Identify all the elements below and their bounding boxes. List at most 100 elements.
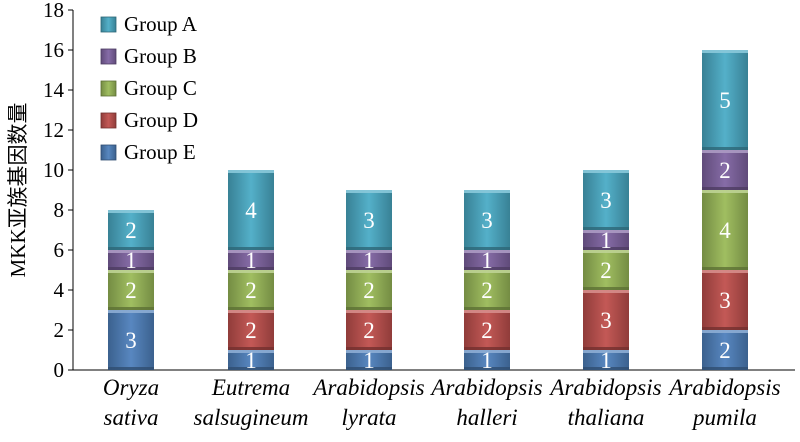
- bar-segment-body: [228, 270, 274, 310]
- bar-value-label: 2: [363, 318, 375, 343]
- bar-segment-group-e: 3: [108, 310, 154, 370]
- x-tick-label-line: Arabidopsis: [429, 375, 542, 400]
- x-tick-label-line: Oryza: [103, 375, 159, 400]
- bar-segment-top-bevel: [346, 250, 392, 253]
- bar-segment-top-bevel: [464, 190, 510, 193]
- bar-segment-body: [228, 250, 274, 270]
- bar-segment-top-bevel: [108, 310, 154, 313]
- bar-segment-bottom-bevel: [228, 267, 274, 270]
- bar-value-label: 3: [719, 288, 731, 313]
- bar-segment-group-b: 2: [702, 150, 748, 190]
- bar-value-label: 3: [363, 208, 375, 233]
- x-tick-label: Arabidopsis halleri: [429, 375, 542, 430]
- x-tick-label-line: sativa: [104, 405, 159, 430]
- legend-label: Group E: [124, 140, 196, 164]
- bar-segment-bottom-bevel: [228, 367, 274, 370]
- bar-segment-group-a: 2: [108, 210, 154, 250]
- bar-segment-group-b: 1: [228, 248, 274, 273]
- bar-segment-top-bevel: [702, 50, 748, 53]
- bar-value-label: 1: [600, 348, 612, 373]
- bar-segment-bottom-bevel: [583, 247, 629, 250]
- bar-segment-bottom-bevel: [108, 367, 154, 370]
- x-tick-label-line: Eutrema: [211, 375, 290, 400]
- x-tick-label: Arabidopsis lyrata: [311, 375, 424, 430]
- bar-segment-body: [583, 290, 629, 350]
- bar-segment-top-bevel: [464, 270, 510, 273]
- bar-value-label: 4: [719, 218, 731, 243]
- y-tick-label: 18: [43, 0, 64, 22]
- bar-segment-bottom-bevel: [346, 367, 392, 370]
- legend-swatch: [100, 16, 117, 33]
- x-tick-label-line: Arabidopsis: [667, 375, 780, 400]
- bar-segment-group-d: 2: [464, 310, 510, 350]
- bar-segment-bottom-bevel: [228, 247, 274, 250]
- bar-value-label: 1: [481, 348, 493, 373]
- bar-segment-top-bevel: [108, 210, 154, 213]
- bar-segment-group-c: 2: [108, 270, 154, 310]
- bar-segment-top-bevel: [464, 350, 510, 353]
- bar-segment-bottom-bevel: [346, 347, 392, 350]
- bar-value-label: 2: [719, 338, 731, 363]
- bar-segment-top-bevel: [583, 250, 629, 253]
- bar-segment-bottom-bevel: [464, 267, 510, 270]
- x-tick-label-line: Arabidopsis: [311, 375, 424, 400]
- bar-segment-top-bevel: [228, 270, 274, 273]
- bar-segment-body: [228, 170, 274, 250]
- bar-segment-top-bevel: [346, 270, 392, 273]
- bar-segment-group-b: 1: [108, 248, 154, 273]
- bar-value-label: 5: [719, 88, 731, 113]
- legend-label: Group A: [124, 12, 198, 36]
- bar-value-label: 1: [600, 228, 612, 253]
- legend-swatch: [100, 80, 117, 97]
- bar-segment-group-d: 3: [702, 270, 748, 330]
- x-tick-label: Eutrema salsugineum: [194, 375, 309, 430]
- bar-value-label: 3: [600, 188, 612, 213]
- bar-segment-bottom-bevel: [346, 307, 392, 310]
- legend-item: Group A: [100, 12, 198, 36]
- x-tick-label-line: halleri: [456, 405, 517, 430]
- bar-segment-body: [464, 310, 510, 350]
- bar-segment-top-bevel: [108, 270, 154, 273]
- legend-item: Group C: [100, 76, 197, 100]
- bar-segment-bottom-bevel: [464, 247, 510, 250]
- bar-segment-top-bevel: [346, 310, 392, 313]
- bar-segment-top-bevel: [583, 350, 629, 353]
- bar-segment-top-bevel: [346, 190, 392, 193]
- bar-segment-body: [702, 190, 748, 270]
- bar-segment-group-a: 3: [346, 190, 392, 250]
- bar-segment-group-e: 1: [228, 348, 274, 373]
- bar-segment-body: [108, 270, 154, 310]
- bar-segment-group-d: 3: [583, 290, 629, 350]
- bar-segment-top-bevel: [228, 350, 274, 353]
- x-tick-label: Arabidopsis pumila: [667, 375, 780, 430]
- bar-segment-body: [228, 310, 274, 350]
- bar-segment-body: [346, 310, 392, 350]
- bar-segment-bottom-bevel: [228, 307, 274, 310]
- bar-segment-group-e: 1: [346, 348, 392, 373]
- bar-segment-group-b: 1: [346, 248, 392, 273]
- bar-value-label: 1: [363, 248, 375, 273]
- bar-value-label: 2: [600, 258, 612, 283]
- x-tick-label-line: Arabidopsis: [548, 375, 661, 400]
- bar-segment-bottom-bevel: [108, 247, 154, 250]
- y-tick-label: 10: [43, 158, 64, 182]
- bar-segment-group-c: 2: [228, 270, 274, 310]
- bar-value-label: 3: [600, 308, 612, 333]
- bar-value-label: 4: [245, 198, 257, 223]
- bar-segment-top-bevel: [108, 250, 154, 253]
- legend-item: Group D: [100, 108, 198, 132]
- y-tick-label: 2: [54, 318, 65, 342]
- bar-segment-top-bevel: [583, 230, 629, 233]
- bar-segment-bottom-bevel: [702, 187, 748, 190]
- bar-segment-group-b: 1: [464, 248, 510, 273]
- bar-segment-group-a: 4: [228, 170, 274, 250]
- bar-segment-top-bevel: [464, 250, 510, 253]
- bar-value-label: 1: [245, 248, 257, 273]
- bar-segment-bottom-bevel: [108, 267, 154, 270]
- bar-segment-top-bevel: [583, 290, 629, 293]
- bar-value-label: 2: [719, 158, 731, 183]
- y-axis-title: MKK亚族基因数量: [6, 102, 30, 277]
- x-tick-label: Oryza sativa: [103, 375, 159, 430]
- bar-segment-group-e: 1: [583, 348, 629, 373]
- bar-segment-group-c: 2: [346, 270, 392, 310]
